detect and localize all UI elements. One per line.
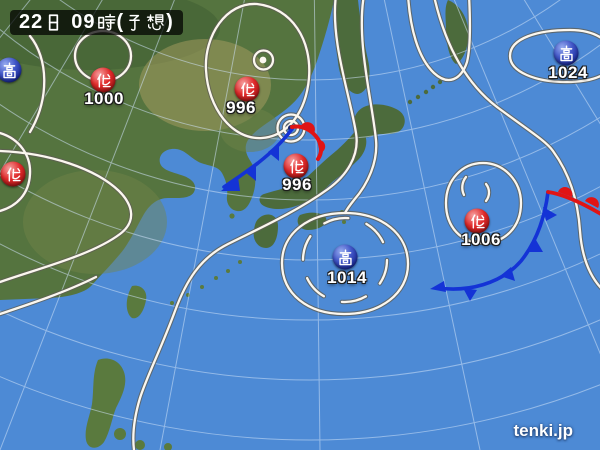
high-pressure-badge: 高 <box>332 244 358 270</box>
cold-front <box>221 127 294 191</box>
title-qualifier: 予想 <box>125 13 144 32</box>
low-pressure-badge: 低 <box>234 76 260 102</box>
forecast-time-label: 22 日 09 時 ( 予想 ) <box>10 10 183 35</box>
front-layer <box>221 122 600 301</box>
pressure-value: 996 <box>282 175 312 194</box>
warm-front <box>546 187 600 216</box>
low-pressure-badge: 低 <box>90 67 116 93</box>
high-pressure-badge: 高 <box>0 57 22 83</box>
title-hour-unit: 時 <box>97 13 116 32</box>
title-day-number: 22 <box>19 11 44 33</box>
title-qualifier-2 <box>146 13 165 32</box>
tenki-watermark: tenki.jp <box>513 421 573 440</box>
low-center-dot <box>259 56 267 64</box>
pressure-value: 996 <box>226 98 256 117</box>
pressure-value: 1024 <box>548 63 588 82</box>
title-close-paren: ) <box>166 11 174 33</box>
low-pressure-badge: 低 <box>0 161 26 187</box>
pressure-value: 1006 <box>461 230 501 249</box>
title-hour-number: 09 <box>71 11 96 33</box>
warm-front <box>290 122 326 161</box>
title-open-paren: ( <box>116 11 125 33</box>
cold-front <box>430 190 557 301</box>
pressure-value: 1014 <box>327 268 367 287</box>
low-pressure-badge: 低 <box>283 153 309 179</box>
pressure-value: 1000 <box>84 89 124 108</box>
title-day-unit: 日 <box>44 13 63 32</box>
high-pressure-badge: 高 <box>553 40 579 66</box>
low-pressure-badge: 低 <box>464 208 490 234</box>
